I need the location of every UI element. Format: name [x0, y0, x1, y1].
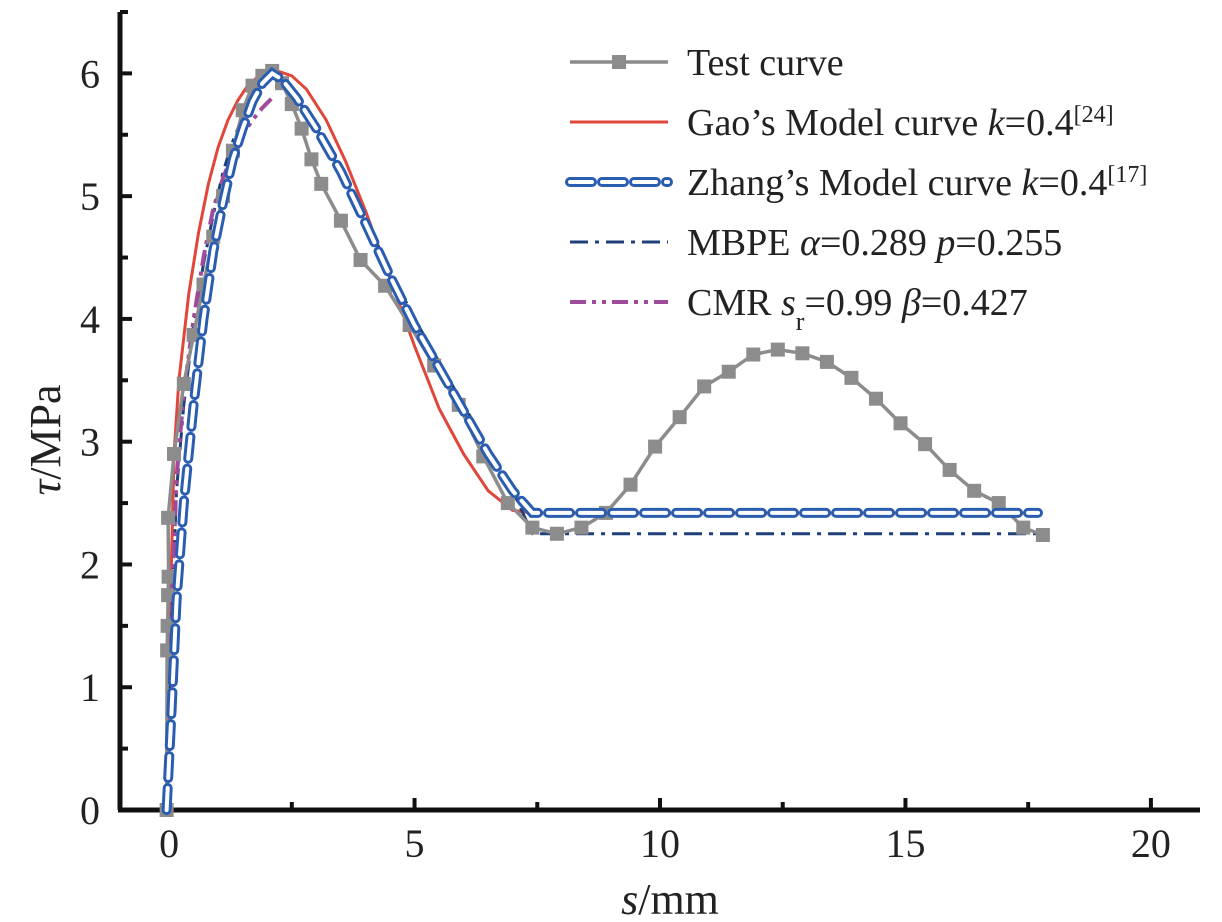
data-point-test [844, 370, 859, 385]
y-tick-label: 6 [80, 51, 100, 96]
legend-item-gao: Gao’s Model curve k=0.4[24] [570, 102, 1114, 144]
data-point-test [648, 439, 663, 454]
y-tick-label: 4 [80, 297, 100, 342]
data-point-test [967, 483, 982, 498]
x-tick-label: 15 [885, 821, 925, 866]
data-point-test [1016, 520, 1031, 535]
data-point-test [819, 354, 834, 369]
data-point-test [574, 520, 589, 535]
data-point-test [893, 416, 908, 431]
y-tick-label: 2 [80, 542, 100, 587]
data-point-test [918, 437, 933, 452]
data-point-test [697, 379, 712, 394]
legend-label: Test curve [687, 42, 844, 84]
x-tick-label: 0 [159, 821, 179, 866]
data-point-test [294, 121, 309, 136]
y-axis-title: τ/MPa [21, 384, 70, 495]
data-point-test [991, 496, 1006, 511]
data-point-test [795, 346, 810, 361]
legend: Test curve Gao’s Model curve k=0.4[24] Zha… [565, 42, 1147, 336]
legend-item-zhang: Zhang’s Model curve k=0.4[17] [565, 162, 1147, 204]
data-point-test [869, 391, 883, 406]
data-point-test [304, 152, 319, 167]
series-layer [159, 63, 1050, 817]
y-tick-label: 5 [80, 174, 100, 219]
legend-item-test: Test curve [570, 42, 844, 84]
data-point-test [161, 588, 176, 603]
data-point-test [353, 252, 368, 267]
data-point-test [161, 510, 176, 525]
data-point-test [314, 176, 329, 191]
data-point-test [942, 462, 957, 477]
legend-label: MBPE α=0.289 p=0.255 [687, 222, 1062, 264]
data-point-test [167, 446, 181, 461]
data-point-test [500, 496, 515, 511]
data-point-test [161, 569, 176, 584]
x-tick-label: 5 [405, 821, 425, 866]
legend-label: Zhang’s Model curve k=0.4[17] [687, 162, 1147, 204]
x-tick-label: 20 [1131, 821, 1171, 866]
series-line-zhang-inner [164, 70, 1040, 812]
legend-marker [612, 55, 626, 69]
legend-item-mbpe: MBPE α=0.289 p=0.255 [570, 222, 1062, 264]
legend-label: CMR sr=0.99 β=0.427 [687, 282, 1028, 336]
data-point-test [746, 347, 761, 362]
y-tick-label: 0 [80, 788, 100, 833]
data-point-test [176, 376, 191, 391]
x-tick-label: 10 [640, 821, 680, 866]
data-point-test [672, 410, 687, 425]
legend-item-cmr: CMR sr=0.99 β=0.427 [570, 282, 1028, 336]
x-axis-title: s/mm [621, 875, 719, 922]
data-point-test [770, 342, 785, 357]
y-tick-label: 1 [80, 665, 100, 710]
y-tick-label: 3 [80, 420, 100, 465]
data-point-test [525, 520, 540, 535]
legend-label: Gao’s Model curve k=0.4[24] [687, 102, 1114, 144]
data-point-test [623, 477, 638, 492]
series-zhang [161, 67, 1043, 815]
data-point-test [549, 526, 564, 541]
data-point-test [1035, 527, 1050, 542]
data-point-test [333, 213, 348, 228]
axes: 0 5 10 15 20 0 1 2 3 4 5 6 [80, 10, 1200, 866]
data-point-test [721, 364, 736, 379]
